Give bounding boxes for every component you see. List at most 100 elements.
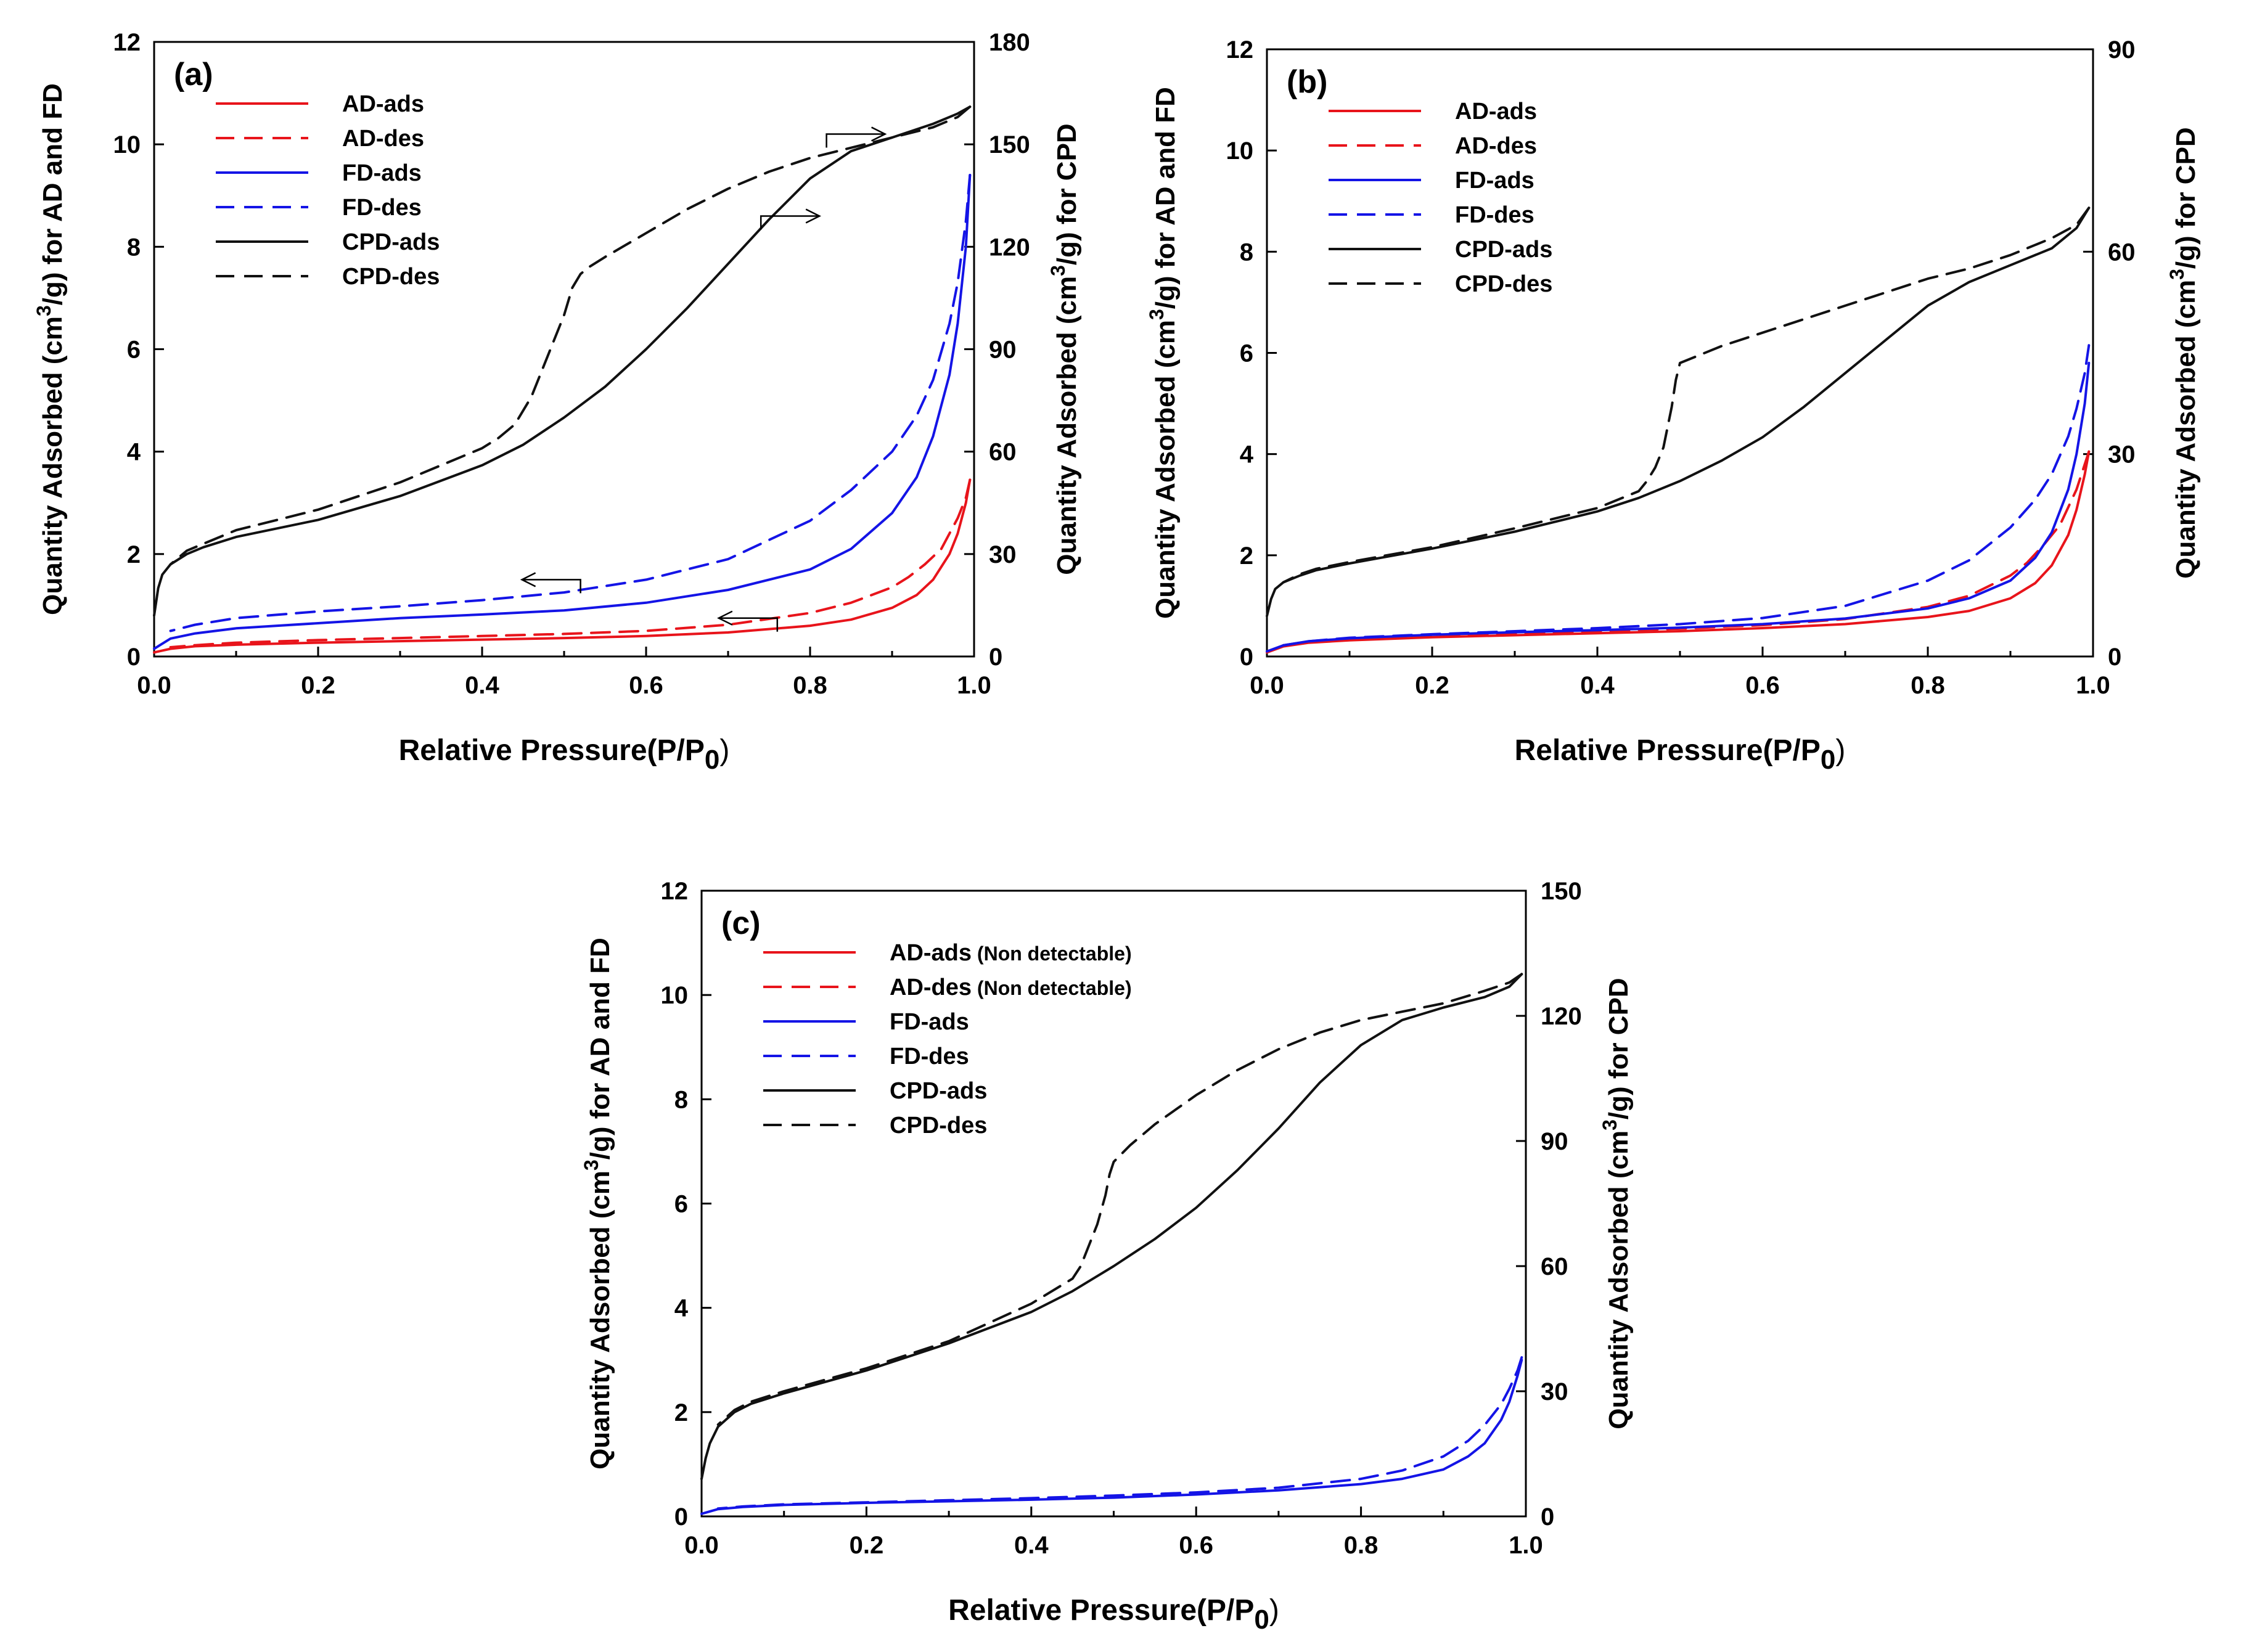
x-axis-label: Relative Pressure(P/P0) [399, 734, 730, 775]
y-left-tick-label: 0 [127, 644, 141, 671]
y-left-axis-label-end: /g) for AD and FD [1150, 87, 1181, 309]
x-tick-label: 0.2 [850, 1532, 884, 1559]
y-left-tick-label: 12 [661, 878, 689, 905]
x-tick-label: 0.4 [1580, 672, 1615, 699]
legend-label-name: CPD-des [342, 264, 440, 290]
series-line-ad-ads [1266, 450, 2091, 654]
y-right-tick-label: 120 [1541, 1003, 1582, 1030]
y-left-tick-label: 8 [1240, 239, 1253, 266]
arrow-head [805, 208, 821, 224]
y-left-tick-label: 4 [674, 1295, 689, 1322]
legend-label-name: CPD-des [1455, 271, 1552, 297]
legend-label-name: FD-ads [1455, 168, 1534, 194]
legend-label: AD-des (Non detectable) [890, 975, 1132, 1000]
legend-label: FD-des [1455, 202, 1534, 228]
legend: AD-ads (Non detectable)AD-des (Non detec… [763, 940, 1132, 1139]
x-tick-label: 0.4 [465, 672, 499, 699]
y-right-axis-label-end: /g) for CPD [1052, 123, 1082, 265]
series-line-fd-des [716, 1356, 1523, 1510]
legend: AD-ads AD-des FD-ads FD-des CPD-ads CPD-des [1329, 99, 1552, 297]
y-left-axis-label-main: Quantity Adsorbed (cm [585, 1171, 615, 1470]
annotation-arrow-left [717, 610, 779, 632]
y-left-tick-label: 12 [113, 29, 141, 56]
legend-label: CPD-ads [342, 229, 440, 255]
y-left-axis-label-end: /g) for AD and FD [38, 83, 68, 305]
x-tick-label: 0.6 [1745, 672, 1780, 699]
y-right-axis-label-superscript: 3 [1047, 265, 1069, 276]
series-line-cpd-des [716, 973, 1523, 1426]
arrow-head [520, 572, 536, 587]
y-right-tick-label: 60 [2108, 239, 2136, 266]
legend-label-name: FD-des [1455, 202, 1534, 228]
y-left-tick-label: 8 [674, 1086, 688, 1113]
y-right-tick-label: 60 [1541, 1253, 1568, 1280]
legend-label-note: (Non detectable) [972, 943, 1132, 965]
x-axis-label: Relative Pressure(P/P0) [948, 1594, 1279, 1635]
x-axis-label-main: Relative Pressure(P/P [948, 1594, 1254, 1627]
y-left-axis-label-main: Quantity Adsorbed (cm [1150, 320, 1181, 619]
x-axis-label-subscript: 0 [1821, 745, 1835, 775]
legend-label: FD-des [890, 1044, 969, 1069]
x-tick-label: 0.4 [1014, 1532, 1049, 1559]
legend-label: FD-ads [342, 160, 422, 186]
x-tick-label: 0.8 [1344, 1532, 1379, 1559]
legend-label-name: FD-des [342, 195, 422, 221]
x-tick-label: 0.2 [301, 672, 335, 699]
y-right-axis-label-main: Quantity Adsorbed (cm [2171, 280, 2201, 579]
legend-label: CPD-des [342, 264, 440, 290]
legend-label: AD-des [1455, 133, 1537, 159]
legend-label: CPD-ads [1455, 237, 1552, 263]
y-left-axis-label-main: Quantity Adsorbed (cm [38, 316, 68, 615]
x-axis-label: Relative Pressure(P/P0) [1515, 734, 1846, 775]
chart-panel-1: 0.0 0.2 0.4 0.6 0.8 1.00246810120306090120150… [33, 29, 1082, 775]
series-line-fd-des [169, 174, 972, 632]
x-axis-label-close: ) [719, 734, 729, 767]
y-left-tick-label: 4 [1240, 441, 1254, 468]
legend-label-name: AD-ads [1455, 99, 1537, 125]
y-left-axis-label: Quantity Adsorbed (cm3/g) for AD and FD [580, 938, 615, 1470]
legend-label: AD-ads [342, 91, 424, 117]
arrow-shaft [522, 579, 581, 594]
legend-label-name: CPD-ads [890, 1078, 987, 1104]
arrow-shaft [826, 133, 885, 148]
legend-label-name: CPD-ads [1455, 237, 1552, 263]
legend-label-name: CPD-ads [342, 229, 440, 255]
series-line-cpd-des [1282, 206, 2091, 584]
y-right-tick-label: 0 [2108, 644, 2121, 671]
x-tick-label: 0.8 [1911, 672, 1945, 699]
legend: AD-ads AD-des FD-ads FD-des CPD-ads CPD-des [216, 91, 440, 290]
x-tick-label: 0.0 [1250, 672, 1284, 699]
annotation-arrow-right [826, 126, 887, 148]
y-right-axis-label-main: Quantity Adsorbed (cm [1052, 276, 1082, 575]
y-left-tick-label: 10 [113, 131, 141, 158]
legend-label: FD-ads [1455, 168, 1534, 194]
legend-label-name: AD-ads [890, 940, 972, 966]
series-line-cpd-ads [153, 105, 972, 617]
legend-label-note: (Non detectable) [972, 977, 1132, 999]
x-tick-label: 0.6 [1179, 1532, 1213, 1559]
y-right-axis-label-superscript: 3 [2166, 269, 2188, 280]
series-line-fd-des [1282, 344, 2091, 647]
arrow-shaft [718, 617, 779, 632]
chart-panel-2: 0.0 0.2 0.4 0.6 0.8 1.00246810120306090Relati… [1145, 36, 2201, 775]
legend-label: AD-ads (Non detectable) [890, 940, 1132, 966]
x-tick-label: 1.0 [1509, 1532, 1543, 1559]
plot-frame [1266, 48, 2094, 658]
y-right-axis-label-end: /g) for CPD [2171, 127, 2201, 269]
arrow-shaft [760, 215, 820, 230]
legend-label: CPD-des [890, 1113, 987, 1139]
legend-label: FD-des [342, 195, 422, 221]
legend-label-name: AD-des [890, 975, 972, 1000]
panel-label: (a) [174, 57, 213, 92]
series-line-fd-ads [153, 174, 972, 650]
y-right-tick-label: 30 [1541, 1378, 1568, 1405]
panel-label: (b) [1287, 64, 1327, 100]
y-right-tick-label: 0 [1541, 1503, 1554, 1531]
legend-label: CPD-des [1455, 271, 1552, 297]
y-left-axis-label-superscript: 3 [580, 1159, 602, 1171]
legend-label-name: FD-ads [890, 1009, 969, 1035]
series-line-cpd-ads [1266, 206, 2091, 618]
legend-label-name: AD-des [342, 126, 424, 152]
y-left-tick-label: 10 [661, 982, 689, 1009]
y-right-tick-label: 150 [989, 131, 1030, 158]
